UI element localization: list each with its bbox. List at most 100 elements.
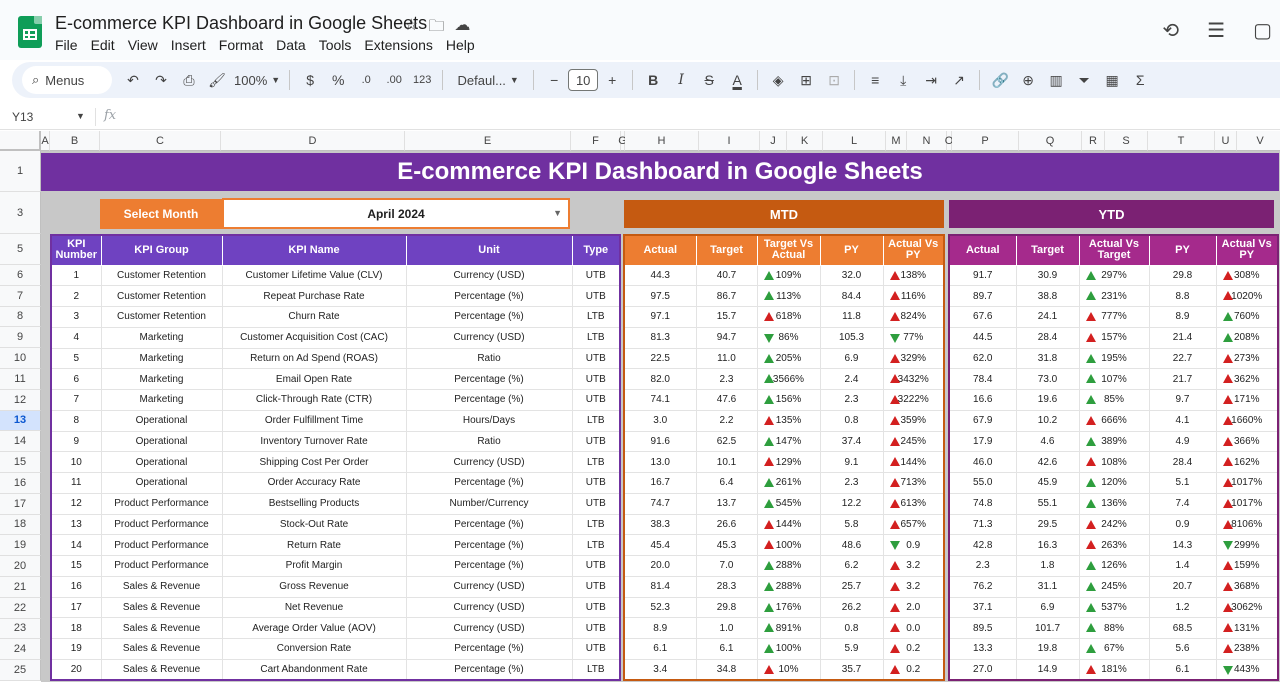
ytd-actual-vs-target-cell[interactable]: 245% — [1078, 575, 1150, 598]
kpi-name-cell[interactable]: Repeat Purchase Rate — [221, 285, 407, 307]
insert-link-icon[interactable]: 🔗 — [991, 71, 1009, 88]
row-header[interactable]: 23 — [0, 618, 41, 640]
mtd-actual-vs-py-cell[interactable]: 245% — [882, 430, 945, 453]
kpi-group-cell[interactable]: Sales & Revenue — [100, 596, 223, 619]
ytd-actual-vs-target-cell[interactable]: 120% — [1078, 472, 1150, 494]
header-mtd-actual[interactable]: Actual — [623, 234, 697, 266]
ytd-actual-cell[interactable]: 42.8 — [948, 534, 1017, 556]
ytd-py-cell[interactable]: 8.9 — [1148, 306, 1217, 328]
kpi-number-cell[interactable]: 18 — [50, 617, 102, 639]
column-header[interactable]: C — [100, 131, 221, 151]
ytd-actual-vs-target-cell[interactable]: 126% — [1078, 555, 1150, 577]
mtd-target-cell[interactable]: 2.3 — [695, 368, 758, 390]
zoom-select[interactable]: 100% ▼ — [234, 67, 280, 93]
type-cell[interactable]: LTB — [571, 513, 621, 536]
mtd-target-vs-actual-cell[interactable]: 86% — [756, 326, 821, 349]
mtd-py-cell[interactable]: 2.3 — [819, 389, 884, 411]
kpi-group-cell[interactable]: Operational — [100, 451, 223, 473]
unit-cell[interactable]: Currency (USD) — [405, 264, 573, 287]
document-title[interactable]: E-commerce KPI Dashboard in Google Sheet… — [55, 13, 428, 33]
mtd-py-cell[interactable]: 6.2 — [819, 555, 884, 577]
ytd-actual-vs-target-cell[interactable]: 777% — [1078, 306, 1150, 328]
ytd-actual-cell[interactable]: 44.5 — [948, 326, 1017, 349]
mtd-actual-vs-py-cell[interactable]: 3.2 — [882, 555, 945, 577]
ytd-actual-cell[interactable]: 2.3 — [948, 555, 1017, 577]
mtd-actual-cell[interactable]: 8.9 — [623, 617, 697, 639]
month-dropdown[interactable]: April 2024 ▼ — [222, 198, 570, 229]
ytd-py-cell[interactable]: 21.7 — [1148, 368, 1217, 390]
ytd-target-cell[interactable]: 16.3 — [1015, 534, 1080, 556]
row-header[interactable]: 8 — [0, 306, 41, 328]
ytd-actual-vs-py-cell[interactable]: 131% — [1215, 617, 1279, 639]
undo-icon[interactable]: ↶ — [127, 71, 139, 88]
font-size-input[interactable]: 10 — [568, 69, 599, 91]
mtd-target-cell[interactable]: 2.2 — [695, 409, 758, 432]
fill-color-icon[interactable]: ◈ — [772, 71, 784, 88]
ytd-actual-vs-target-cell[interactable]: 88% — [1078, 617, 1150, 639]
ytd-py-cell[interactable]: 7.4 — [1148, 492, 1217, 515]
unit-cell[interactable]: Currency (USD) — [405, 575, 573, 598]
kpi-name-cell[interactable]: Order Fulfillment Time — [221, 409, 407, 432]
kpi-group-cell[interactable]: Customer Retention — [100, 264, 223, 287]
ytd-actual-cell[interactable]: 17.9 — [948, 430, 1017, 453]
type-cell[interactable]: UTB — [571, 638, 621, 660]
mtd-actual-cell[interactable]: 16.7 — [623, 472, 697, 494]
ytd-actual-cell[interactable]: 55.0 — [948, 472, 1017, 494]
column-header[interactable]: B — [50, 131, 100, 151]
ytd-target-cell[interactable]: 14.9 — [1015, 658, 1080, 681]
mtd-py-cell[interactable]: 11.8 — [819, 306, 884, 328]
type-cell[interactable]: UTB — [571, 555, 621, 577]
mtd-target-cell[interactable]: 94.7 — [695, 326, 758, 349]
mtd-target-vs-actual-cell[interactable]: 288% — [756, 575, 821, 598]
kpi-name-cell[interactable]: Profit Margin — [221, 555, 407, 577]
currency-format-button[interactable]: $ — [306, 72, 315, 88]
mtd-actual-cell[interactable]: 82.0 — [623, 368, 697, 390]
column-header[interactable]: P — [952, 131, 1019, 151]
mtd-actual-vs-py-cell[interactable]: 3432% — [882, 368, 945, 390]
row-header[interactable]: 12 — [0, 389, 41, 411]
ytd-actual-vs-target-cell[interactable]: 181% — [1078, 658, 1150, 681]
kpi-name-cell[interactable]: Net Revenue — [221, 596, 407, 619]
mtd-actual-vs-py-cell[interactable]: 713% — [882, 472, 945, 494]
star-icon[interactable]: ☆ — [404, 17, 419, 34]
column-header[interactable]: O — [945, 131, 953, 151]
ytd-py-cell[interactable]: 22.7 — [1148, 347, 1217, 370]
kpi-name-cell[interactable]: Shipping Cost Per Order — [221, 451, 407, 473]
ytd-actual-vs-py-cell[interactable]: 171% — [1215, 389, 1279, 411]
kpi-group-cell[interactable]: Product Performance — [100, 492, 223, 515]
ytd-target-cell[interactable]: 73.0 — [1015, 368, 1080, 390]
ytd-py-cell[interactable]: 20.7 — [1148, 575, 1217, 598]
kpi-group-cell[interactable]: Sales & Revenue — [100, 617, 223, 639]
row-header[interactable]: 1 — [0, 151, 41, 192]
kpi-group-cell[interactable]: Marketing — [100, 389, 223, 411]
kpi-group-cell[interactable]: Marketing — [100, 347, 223, 370]
kpi-group-cell[interactable]: Marketing — [100, 326, 223, 349]
ytd-target-cell[interactable]: 24.1 — [1015, 306, 1080, 328]
unit-cell[interactable]: Ratio — [405, 430, 573, 453]
header-mtd-py[interactable]: PY — [819, 234, 884, 266]
kpi-number-cell[interactable]: 11 — [50, 472, 102, 494]
ytd-py-cell[interactable]: 21.4 — [1148, 326, 1217, 349]
header-kpi-group[interactable]: KPI Group — [100, 234, 223, 266]
kpi-name-cell[interactable]: Bestselling Products — [221, 492, 407, 515]
chevron-down-icon[interactable]: ▼ — [76, 111, 85, 121]
header-ytd-py[interactable]: PY — [1148, 234, 1217, 266]
print-icon[interactable]: ⎙ — [183, 71, 195, 88]
filter-views-icon[interactable]: ▦ — [1105, 71, 1119, 88]
mtd-actual-vs-py-cell[interactable]: 0.2 — [882, 638, 945, 660]
move-folder-icon[interactable]: 🗀 — [428, 18, 445, 35]
menu-view[interactable]: View — [127, 37, 158, 53]
column-header[interactable]: N — [907, 131, 947, 151]
column-header[interactable]: S — [1105, 131, 1148, 151]
type-cell[interactable]: UTB — [571, 596, 621, 619]
row-header[interactable]: 9 — [0, 327, 41, 349]
kpi-group-cell[interactable]: Product Performance — [100, 555, 223, 577]
ytd-actual-vs-py-cell[interactable]: 162% — [1215, 451, 1279, 473]
mtd-target-cell[interactable]: 7.0 — [695, 555, 758, 577]
kpi-name-cell[interactable]: Average Order Value (AOV) — [221, 617, 407, 639]
italic-icon[interactable]: I — [678, 72, 684, 88]
mtd-actual-vs-py-cell[interactable]: 0.0 — [882, 617, 945, 639]
kpi-number-cell[interactable]: 5 — [50, 347, 102, 370]
unit-cell[interactable]: Percentage (%) — [405, 306, 573, 328]
kpi-name-cell[interactable]: Churn Rate — [221, 306, 407, 328]
